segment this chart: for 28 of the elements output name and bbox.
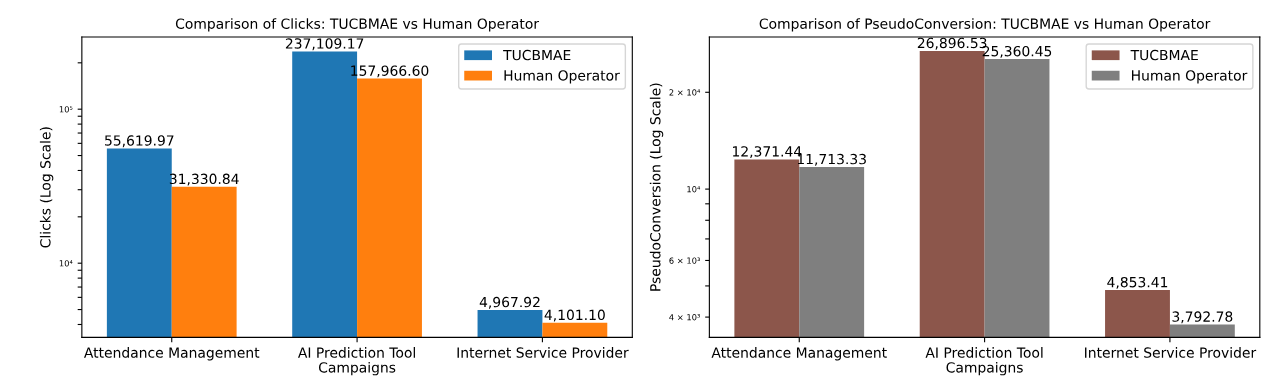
data-label: 3,792.78 (1172, 311, 1233, 324)
x-tick-label: Internet Service Provider (457, 347, 629, 358)
data-label: 55,619.97 (105, 135, 174, 148)
legend-label: Human Operator (504, 70, 620, 84)
x-tick-label: Internet Service Provider (1085, 347, 1257, 358)
x-axis-title: Campaigns (946, 361, 1023, 376)
y-tick-label: 6 × 10³ (669, 257, 700, 264)
data-label: 4,967.92 (479, 296, 540, 309)
x-tick-label: AI Prediction Tool (925, 347, 1043, 358)
data-label: 237,109.17 (285, 38, 364, 51)
x-tick-label: Attendance Management (83, 347, 260, 361)
data-label: 4,853.41 (1107, 276, 1168, 289)
x-axis-title: Campaigns (318, 361, 396, 376)
legend-label: TUCBMAE (1130, 49, 1198, 61)
x-tick-label: AI Prediction Tool (297, 347, 415, 358)
x-tick-label: Attendance Management (711, 347, 887, 361)
y-axis-title: Clicks (Log Scale) (39, 127, 54, 248)
data-label: 4,101.10 (544, 309, 605, 322)
chart-title: Comparison of PseudoConversion: TUCBMAE vs Human Operator (759, 18, 1211, 32)
chart-title: Comparison of Clicks: TUCBMAE vs Human Operator (175, 18, 540, 32)
y-tick-label: 2 × 10⁴ (669, 89, 701, 96)
y-tick-label: 4 × 10³ (669, 314, 700, 321)
y-tick-label: 10⁵ (59, 106, 73, 113)
y-tick-label: 10⁴ (687, 186, 701, 193)
legend-label: TUCBMAE (503, 49, 571, 61)
y-axis-title: PseudoConversion (Log Scale) (649, 83, 664, 291)
y-tick-label: 10⁴ (59, 260, 73, 267)
legend-label: Human Operator (1132, 70, 1248, 84)
